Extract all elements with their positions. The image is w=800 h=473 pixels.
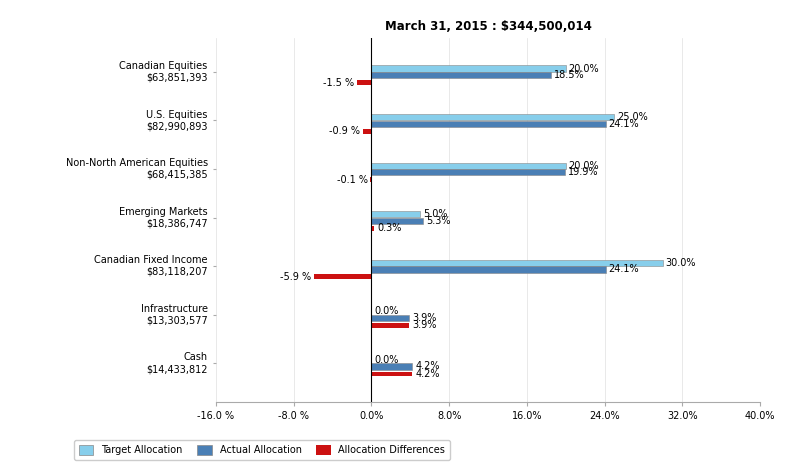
Bar bbox=[371, 72, 551, 78]
Text: 24.1%: 24.1% bbox=[609, 119, 639, 129]
Legend: Target Allocation, Actual Allocation, Allocation Differences: Target Allocation, Actual Allocation, Al… bbox=[74, 440, 450, 460]
Bar bbox=[371, 315, 410, 321]
Text: 5.0%: 5.0% bbox=[423, 209, 447, 219]
Text: -0.9 %: -0.9 % bbox=[329, 126, 360, 136]
Text: 25.0%: 25.0% bbox=[618, 112, 648, 122]
Text: 20.0%: 20.0% bbox=[569, 63, 599, 74]
Text: 18.5%: 18.5% bbox=[554, 70, 585, 80]
Text: -5.9 %: -5.9 % bbox=[280, 272, 311, 282]
Text: 24.1%: 24.1% bbox=[609, 264, 639, 274]
Text: 3.9%: 3.9% bbox=[412, 320, 437, 331]
Bar bbox=[314, 274, 371, 280]
Bar bbox=[371, 266, 606, 272]
Text: 5.3%: 5.3% bbox=[426, 216, 450, 226]
Text: 20.0%: 20.0% bbox=[569, 161, 599, 171]
Bar bbox=[371, 260, 663, 266]
Text: 0.0%: 0.0% bbox=[374, 307, 398, 316]
Bar bbox=[371, 363, 412, 369]
Text: 0.3%: 0.3% bbox=[378, 223, 402, 233]
Bar bbox=[370, 177, 371, 182]
Text: 4.2%: 4.2% bbox=[415, 369, 440, 379]
Text: 4.2%: 4.2% bbox=[415, 361, 440, 371]
Bar bbox=[371, 323, 410, 328]
Bar bbox=[371, 218, 423, 224]
Bar bbox=[357, 80, 371, 85]
Text: -1.5 %: -1.5 % bbox=[323, 78, 354, 88]
Bar bbox=[371, 65, 566, 72]
Text: 3.9%: 3.9% bbox=[412, 313, 437, 323]
Text: 19.9%: 19.9% bbox=[568, 167, 598, 177]
Bar bbox=[371, 211, 420, 218]
Bar bbox=[371, 226, 374, 231]
Text: 0.0%: 0.0% bbox=[374, 355, 398, 365]
Bar bbox=[371, 121, 606, 127]
Text: -0.1 %: -0.1 % bbox=[337, 175, 367, 185]
Bar bbox=[371, 163, 566, 169]
Bar bbox=[371, 372, 412, 377]
Title: March 31, 2015 : $344,500,014: March 31, 2015 : $344,500,014 bbox=[385, 19, 591, 33]
Bar bbox=[371, 114, 614, 120]
Bar bbox=[371, 169, 565, 175]
Text: 30.0%: 30.0% bbox=[666, 258, 696, 268]
Bar bbox=[362, 129, 371, 134]
